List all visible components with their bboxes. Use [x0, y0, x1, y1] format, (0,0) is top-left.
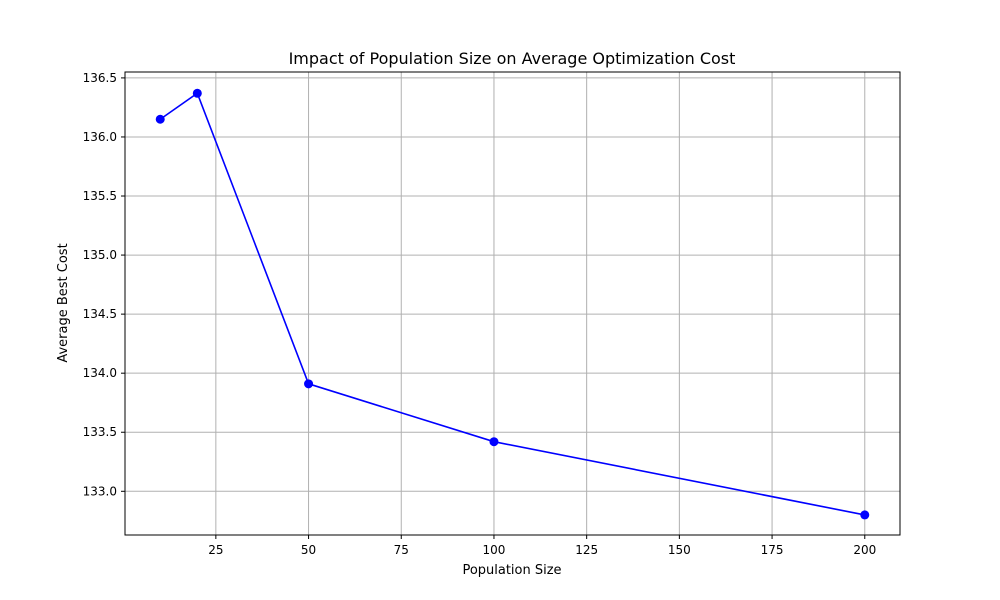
grid	[125, 72, 900, 535]
y-axis-ticks: 133.0 133.5 134.0 134.5 135.0 135.5 136.0 136.5	[83, 71, 125, 498]
x-tick-label: 200	[853, 543, 876, 557]
series-line	[159, 92, 865, 516]
y-tick-label: 133.5	[83, 425, 117, 439]
y-tick-label: 133.0	[83, 484, 117, 498]
data-point	[192, 88, 202, 98]
x-tick-label: 150	[668, 543, 691, 557]
x-tick-label: 75	[394, 543, 409, 557]
x-axis-ticks: 25 50 75 100 125 150 175 200	[208, 535, 876, 557]
y-tick-label: 134.5	[83, 307, 117, 321]
y-tick-label: 135.5	[83, 189, 117, 203]
x-tick-label: 50	[301, 543, 316, 557]
x-tick-label: 100	[483, 543, 506, 557]
x-tick-label: 175	[761, 543, 784, 557]
data-point	[489, 437, 499, 447]
x-tick-label: 125	[575, 543, 598, 557]
data-point	[860, 510, 870, 520]
y-axis-label: Average Best Cost	[56, 243, 71, 362]
series-layer	[155, 88, 870, 520]
data-point	[304, 379, 314, 389]
data-point	[155, 114, 165, 124]
plot-area-frame	[124, 71, 901, 536]
y-tick-label: 136.5	[83, 71, 117, 85]
y-tick-label: 136.0	[83, 130, 117, 144]
x-tick-label: 25	[208, 543, 223, 557]
x-axis-label: Population Size	[462, 563, 561, 578]
y-tick-label: 135.0	[83, 248, 117, 262]
y-tick-label: 134.0	[83, 366, 117, 380]
chart-title: Impact of Population Size on Average Opt…	[289, 49, 736, 68]
